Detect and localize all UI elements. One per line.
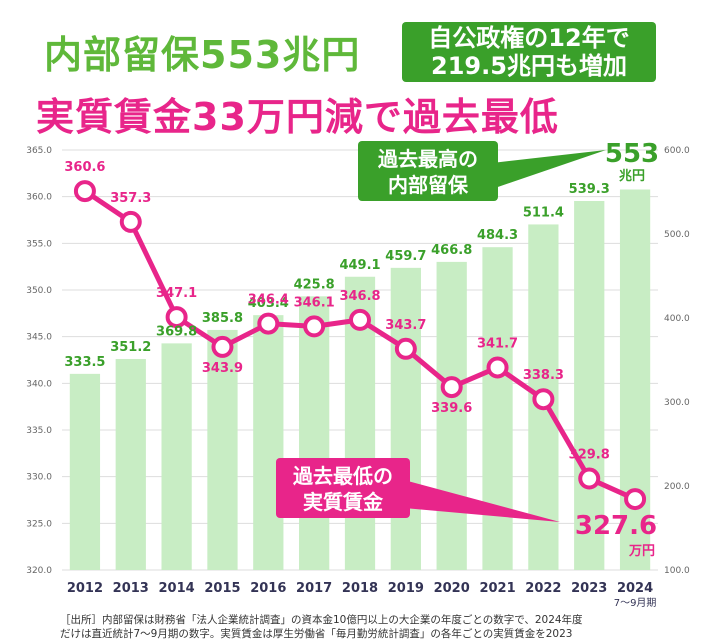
bar [482,247,512,570]
wage-data-label: 343.7 [385,318,426,333]
high-callout-line1: 過去最高の [378,147,478,171]
bar-data-label: 385.8 [202,311,243,326]
wage-point [122,213,140,231]
x-axis-tick: 2014 [159,581,195,596]
wage-data-label: 329.8 [569,448,610,463]
wage-point [305,317,323,335]
wage-point [168,308,186,326]
wage-point [76,182,94,200]
source-line-2: だけは直近統計7～9月期の数字。実質賃金は厚生労働省「毎月勤労統計調査」の各年ご… [60,626,572,641]
left-axis-tick: 355.0 [26,239,52,249]
right-axis-tick: 200.0 [664,482,690,492]
low-callout-line1: 過去最低の [293,464,393,488]
wage-point [259,315,277,333]
bar-data-label: 539.3 [569,182,610,197]
left-axis-tick: 345.0 [26,333,52,343]
bar-data-label: 511.4 [523,205,564,220]
wage-point [626,490,644,508]
right-axis-tick: 600.0 [664,146,690,156]
chart-figure: 内部留保553兆円 自公政権の12年で 219.5兆円も増加 実質賃金33万円減… [0,0,719,642]
wage-data-label: 360.6 [64,160,105,175]
x-axis-tick: 2021 [479,581,515,596]
wage-point [443,378,461,396]
wage-data-label: 347.1 [156,286,197,301]
wage-data-label: 338.3 [523,368,564,383]
left-axis-tick: 360.0 [26,193,52,203]
wage-data-label: 341.7 [477,336,518,351]
right-axis-tick: 400.0 [664,314,690,324]
low-callout-line2: 実質賃金 [303,490,384,514]
low-callout-unit: 万円 [628,544,655,559]
wage-data-label: 357.3 [110,191,151,206]
wage-data-label: 346.1 [294,295,335,310]
wage-point [489,358,507,376]
left-axis-tick: 335.0 [26,426,52,436]
right-axis-tick: 500.0 [664,230,690,240]
bar-data-label: 449.1 [339,258,380,273]
high-callout-value: 553 [605,139,659,169]
wage-point [534,390,552,408]
wage-point [213,338,231,356]
source-line-1: ［出所］内部留保は財務省「法人企業統計調査」の資本金10億円以上の大企業の年度ご… [60,612,583,627]
x-axis-note: 7～9月期 [614,597,657,609]
bar [161,343,191,570]
left-axis-tick: 330.0 [26,473,52,483]
left-axis-tick: 350.0 [26,286,52,296]
left-axis-tick: 325.0 [26,519,52,529]
bar [391,268,421,570]
wage-data-label: 346.4 [248,293,289,308]
low-callout-value: 327.6 [575,511,657,541]
bar-data-label: 351.2 [110,340,151,355]
wage-data-label: 339.6 [431,401,472,416]
x-axis-tick: 2020 [434,581,470,596]
left-axis-tick: 340.0 [26,379,52,389]
bar [116,359,146,570]
left-axis-tick: 320.0 [26,566,52,576]
wage-point [397,340,415,358]
x-axis-tick: 2019 [388,581,424,596]
x-axis-tick: 2015 [204,581,240,596]
x-axis-tick: 2013 [113,581,149,596]
left-axis-tick: 365.0 [26,146,52,156]
high-callout-line2: 内部留保 [388,173,469,197]
x-axis-tick: 2018 [342,581,378,596]
right-axis-tick: 100.0 [664,566,690,576]
x-axis-tick: 2024 [617,581,653,596]
x-axis-tick: 2022 [525,581,561,596]
wage-point [351,311,369,329]
x-axis-tick: 2023 [571,581,607,596]
high-callout-unit: 兆円 [619,168,645,184]
bar-data-label: 459.7 [385,249,426,264]
wage-data-label: 346.8 [339,289,380,304]
chart-svg: 320.0 325.0 330.0 335.0 340.0 345.0 350.0 355.0… [0,0,719,642]
bar-data-label: 369.8 [156,324,197,339]
bar [253,315,283,570]
bar-data-label: 484.3 [477,228,518,243]
x-axis-tick: 2017 [296,581,332,596]
wage-data-label: 343.9 [202,361,243,376]
right-axis-tick: 300.0 [664,398,690,408]
wage-point [580,470,598,488]
bar-data-label: 333.5 [64,355,105,370]
bar-data-label: 466.8 [431,243,472,258]
bar [70,374,100,570]
x-axis-tick: 2016 [250,581,286,596]
x-axis-tick: 2012 [67,581,103,596]
bar-data-label: 425.8 [294,277,335,292]
